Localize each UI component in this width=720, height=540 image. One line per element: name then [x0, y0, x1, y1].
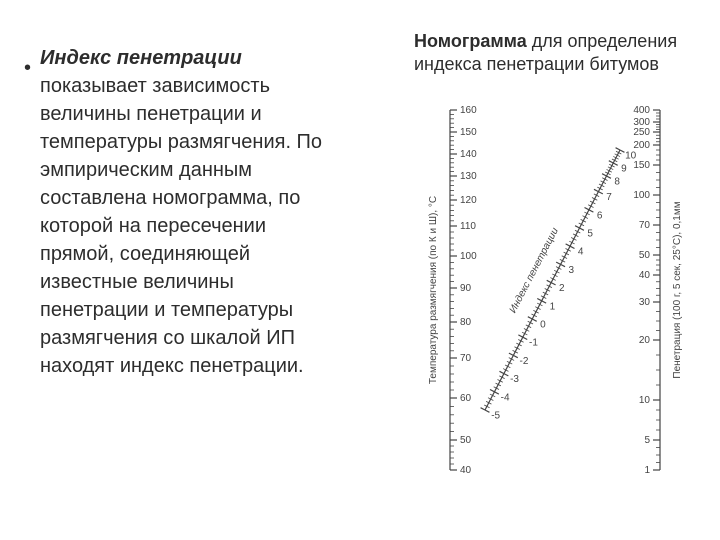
nomogram-title-bold: Номограмма: [414, 31, 527, 51]
svg-text:8: 8: [614, 177, 620, 188]
description-block: • Индекс пенетрации показывает зависимос…: [40, 44, 340, 380]
svg-text:1: 1: [644, 465, 650, 476]
body-text: показывает зависимость величины пенетрац…: [40, 75, 322, 377]
svg-text:40: 40: [639, 270, 651, 281]
svg-text:10: 10: [639, 395, 651, 406]
svg-text:250: 250: [633, 127, 650, 138]
svg-text:4: 4: [578, 247, 584, 258]
svg-text:3: 3: [568, 265, 574, 276]
lead-term: Индекс пенетрации: [40, 47, 242, 69]
svg-text:5: 5: [587, 229, 593, 240]
svg-text:-5: -5: [491, 411, 500, 422]
svg-text:-2: -2: [520, 356, 529, 367]
svg-text:-4: -4: [501, 392, 510, 403]
bullet-icon: •: [24, 54, 31, 82]
nomogram-diagram: 160150140130120110100908070605040Темпера…: [390, 90, 700, 510]
svg-text:50: 50: [639, 250, 651, 261]
svg-text:80: 80: [460, 317, 472, 328]
svg-text:150: 150: [633, 160, 650, 171]
svg-text:400: 400: [633, 105, 650, 116]
svg-text:0: 0: [540, 320, 546, 331]
svg-text:160: 160: [460, 105, 477, 116]
svg-text:9: 9: [621, 164, 627, 175]
svg-text:90: 90: [460, 283, 472, 294]
svg-text:6: 6: [597, 210, 603, 221]
svg-text:Пенетрация (100 г, 5 сек, 25°C: Пенетрация (100 г, 5 сек, 25°C), 0,1мм: [672, 201, 683, 378]
svg-text:60: 60: [460, 393, 472, 404]
svg-text:70: 70: [639, 220, 651, 231]
svg-text:200: 200: [633, 140, 650, 151]
svg-text:Температура размягчения (по К: Температура размягчения (по К и Ш), °C: [428, 196, 439, 384]
svg-text:50: 50: [460, 435, 472, 446]
svg-text:70: 70: [460, 353, 472, 364]
svg-text:1: 1: [550, 301, 556, 312]
nomogram-title: Номограмма для определения индекса пенет…: [414, 30, 704, 77]
svg-text:2: 2: [559, 283, 565, 294]
svg-text:-1: -1: [529, 338, 538, 349]
svg-text:110: 110: [460, 221, 476, 232]
svg-text:5: 5: [644, 435, 650, 446]
svg-text:-3: -3: [510, 374, 519, 385]
svg-text:120: 120: [460, 195, 477, 206]
svg-text:40: 40: [460, 465, 472, 476]
svg-text:20: 20: [639, 335, 651, 346]
svg-text:130: 130: [460, 171, 477, 182]
svg-text:150: 150: [460, 127, 477, 138]
svg-text:7: 7: [606, 192, 612, 203]
svg-text:100: 100: [633, 190, 650, 201]
svg-text:30: 30: [639, 297, 651, 308]
svg-text:100: 100: [460, 251, 477, 262]
svg-text:140: 140: [460, 149, 477, 160]
